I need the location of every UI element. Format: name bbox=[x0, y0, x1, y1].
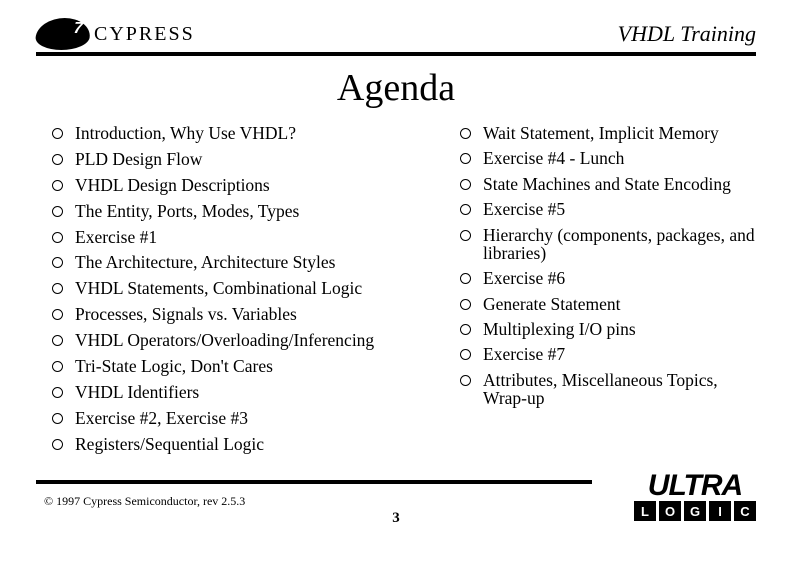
bullet-icon bbox=[460, 349, 471, 360]
bullet-icon bbox=[52, 335, 63, 346]
list-item-text: Exercise #5 bbox=[483, 200, 756, 218]
list-item-text: Hierarchy (components, packages, and lib… bbox=[483, 226, 756, 263]
cypress-logo: CYPRESS bbox=[36, 18, 195, 50]
agenda-columns: Introduction, Why Use VHDL? PLD Design Fl… bbox=[36, 124, 756, 460]
bullet-icon bbox=[460, 375, 471, 386]
bullet-icon bbox=[52, 206, 63, 217]
list-item-text: State Machines and State Encoding bbox=[483, 175, 756, 193]
bullet-icon bbox=[52, 283, 63, 294]
list-item-text: Tri-State Logic, Don't Cares bbox=[75, 357, 452, 375]
list-item-text: VHDL Operators/Overloading/Inferencing bbox=[75, 331, 452, 349]
page-number: 3 bbox=[392, 510, 400, 527]
ultra-logo-letter: G bbox=[684, 501, 706, 521]
list-item: Exercise #6 bbox=[460, 269, 756, 287]
cypress-logo-text: CYPRESS bbox=[94, 23, 195, 46]
list-item-text: VHDL Identifiers bbox=[75, 383, 452, 401]
list-item-text: The Entity, Ports, Modes, Types bbox=[75, 202, 452, 220]
footer-rule-wrap bbox=[36, 480, 592, 484]
ultra-logo-letter: I bbox=[709, 501, 731, 521]
list-item: VHDL Design Descriptions bbox=[52, 176, 452, 194]
list-item-text: Attributes, Miscellaneous Topics, Wrap-u… bbox=[483, 371, 756, 408]
bullet-icon bbox=[460, 273, 471, 284]
list-item-text: VHDL Design Descriptions bbox=[75, 176, 452, 194]
agenda-column-right: Wait Statement, Implicit Memory Exercise … bbox=[460, 124, 756, 460]
slide-title: Agenda bbox=[36, 66, 756, 110]
bullet-icon bbox=[52, 361, 63, 372]
header: CYPRESS VHDL Training bbox=[36, 18, 756, 50]
list-item-text: Exercise #7 bbox=[483, 345, 756, 363]
bullet-icon bbox=[460, 204, 471, 215]
list-item-text: Processes, Signals vs. Variables bbox=[75, 305, 452, 323]
list-item: Exercise #2, Exercise #3 bbox=[52, 409, 452, 427]
ultra-logo-word: ULTRA bbox=[634, 472, 756, 499]
list-item: Processes, Signals vs. Variables bbox=[52, 305, 452, 323]
bullet-icon bbox=[52, 309, 63, 320]
list-item: PLD Design Flow bbox=[52, 150, 452, 168]
ultra-logo-letter: C bbox=[734, 501, 756, 521]
bullet-icon bbox=[52, 257, 63, 268]
list-item: Introduction, Why Use VHDL? bbox=[52, 124, 452, 142]
list-item-text: VHDL Statements, Combinational Logic bbox=[75, 279, 452, 297]
list-item-text: Wait Statement, Implicit Memory bbox=[483, 124, 756, 142]
list-item: Hierarchy (components, packages, and lib… bbox=[460, 226, 756, 263]
bullet-icon bbox=[52, 232, 63, 243]
list-item-text: Exercise #6 bbox=[483, 269, 756, 287]
ultra-logo-letter: L bbox=[634, 501, 656, 521]
list-item: Exercise #7 bbox=[460, 345, 756, 363]
list-item: VHDL Statements, Combinational Logic bbox=[52, 279, 452, 297]
agenda-column-left: Introduction, Why Use VHDL? PLD Design Fl… bbox=[52, 124, 452, 460]
bullet-icon bbox=[460, 179, 471, 190]
list-item: VHDL Identifiers bbox=[52, 383, 452, 401]
list-item: Wait Statement, Implicit Memory bbox=[460, 124, 756, 142]
bullet-icon bbox=[52, 154, 63, 165]
bullet-icon bbox=[460, 230, 471, 241]
bullet-icon bbox=[52, 439, 63, 450]
header-title: VHDL Training bbox=[618, 21, 756, 47]
list-item: State Machines and State Encoding bbox=[460, 175, 756, 193]
bullet-icon bbox=[52, 128, 63, 139]
bullet-icon bbox=[52, 387, 63, 398]
bullet-icon bbox=[460, 324, 471, 335]
bullet-icon bbox=[460, 128, 471, 139]
list-item-text: Exercise #2, Exercise #3 bbox=[75, 409, 452, 427]
list-item: Generate Statement bbox=[460, 295, 756, 313]
list-item-text: Exercise #4 - Lunch bbox=[483, 149, 756, 167]
list-item: Exercise #5 bbox=[460, 200, 756, 218]
list-item-text: Introduction, Why Use VHDL? bbox=[75, 124, 452, 142]
cypress-logo-mark bbox=[34, 18, 91, 50]
list-item: Multiplexing I/O pins bbox=[460, 320, 756, 338]
list-item: Exercise #1 bbox=[52, 228, 452, 246]
list-item: Registers/Sequential Logic bbox=[52, 435, 452, 453]
list-item-text: PLD Design Flow bbox=[75, 150, 452, 168]
list-item: Tri-State Logic, Don't Cares bbox=[52, 357, 452, 375]
bullet-icon bbox=[460, 299, 471, 310]
bullet-icon bbox=[52, 180, 63, 191]
list-item: Exercise #4 - Lunch bbox=[460, 149, 756, 167]
footer-rule bbox=[36, 480, 592, 484]
ultra-logo-boxes: LOGIC bbox=[634, 501, 756, 521]
list-item-text: Exercise #1 bbox=[75, 228, 452, 246]
bullet-icon bbox=[460, 153, 471, 164]
ultra-logo-letter: O bbox=[659, 501, 681, 521]
list-item: VHDL Operators/Overloading/Inferencing bbox=[52, 331, 452, 349]
list-item: The Architecture, Architecture Styles bbox=[52, 253, 452, 271]
list-item: The Entity, Ports, Modes, Types bbox=[52, 202, 452, 220]
copyright-text: © 1997 Cypress Semiconductor, rev 2.5.3 bbox=[44, 494, 245, 509]
list-item-text: The Architecture, Architecture Styles bbox=[75, 253, 452, 271]
header-rule bbox=[36, 52, 756, 56]
ultra-logo: ULTRA LOGIC bbox=[634, 472, 756, 521]
bullet-icon bbox=[52, 413, 63, 424]
list-item-text: Generate Statement bbox=[483, 295, 756, 313]
list-item-text: Registers/Sequential Logic bbox=[75, 435, 452, 453]
list-item: Attributes, Miscellaneous Topics, Wrap-u… bbox=[460, 371, 756, 408]
list-item-text: Multiplexing I/O pins bbox=[483, 320, 756, 338]
